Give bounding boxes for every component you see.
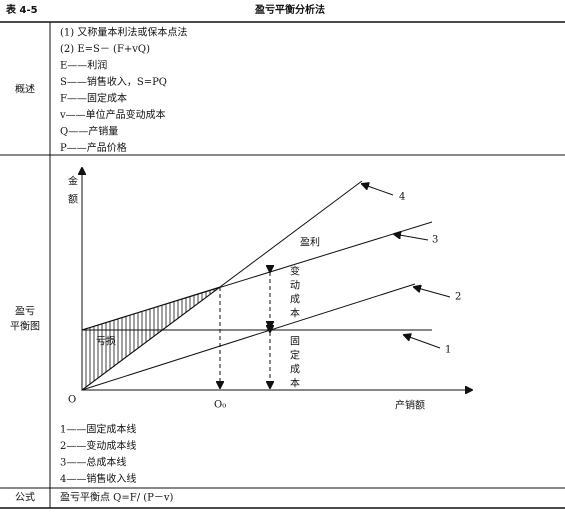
legend-line: 4——销售收入线 xyxy=(60,472,136,485)
region-label: 动 xyxy=(290,280,300,292)
table-title: 盈亏平衡分析法 xyxy=(254,3,325,16)
overview-line: S——销售收入，S=PQ xyxy=(60,75,167,88)
overview-line: F——固定成本 xyxy=(60,92,127,105)
origin-label: O xyxy=(68,395,76,406)
row-label: 公式 xyxy=(15,491,35,504)
overview-line: v——单位产品变动成本 xyxy=(59,108,166,121)
overview-line: Q——产销量 xyxy=(60,125,118,138)
legend-line: 3——总成本线 xyxy=(60,456,126,469)
diagram xyxy=(82,168,472,390)
line-number: 2 xyxy=(455,292,461,303)
overview-line: P——产品价格 xyxy=(60,141,127,154)
overview-line: (1) 又称量本利法或保本点法 xyxy=(60,26,187,39)
table-label: 表 4-5 xyxy=(5,3,38,16)
region-label: 盈利 xyxy=(300,237,320,249)
line-number: 3 xyxy=(432,235,438,246)
legend-line: 2——变动成本线 xyxy=(60,439,136,452)
row-label: 平衡图 xyxy=(10,321,40,333)
formula-text: 盈亏平衡点 Q=F/ (P－v) xyxy=(60,492,174,504)
region-label: 固 xyxy=(290,336,300,348)
region-label: 亏损 xyxy=(96,335,116,348)
breakeven-label: O₀ xyxy=(214,400,226,411)
row-label: 概述 xyxy=(15,83,35,96)
line-number: 4 xyxy=(399,192,405,203)
line-number: 1 xyxy=(445,345,451,356)
region-label: 成 xyxy=(290,364,300,376)
table-rules xyxy=(0,21,565,509)
legend-line: 1——固定成本线 xyxy=(60,423,136,436)
axis-label: 金 xyxy=(68,175,78,188)
axis-label: 额 xyxy=(68,193,78,206)
region-label: 定 xyxy=(290,349,300,362)
overview-line: E——利润 xyxy=(60,59,107,72)
region-label: 本 xyxy=(290,307,300,320)
region-label: 本 xyxy=(290,377,300,390)
region-label: 成 xyxy=(290,294,300,306)
row-label: 盈亏 xyxy=(15,306,35,318)
overview-line: (2) E=S－ (F+vQ) xyxy=(60,44,150,55)
region-label: 变 xyxy=(290,265,300,278)
axis-label: 产销额 xyxy=(395,399,425,412)
